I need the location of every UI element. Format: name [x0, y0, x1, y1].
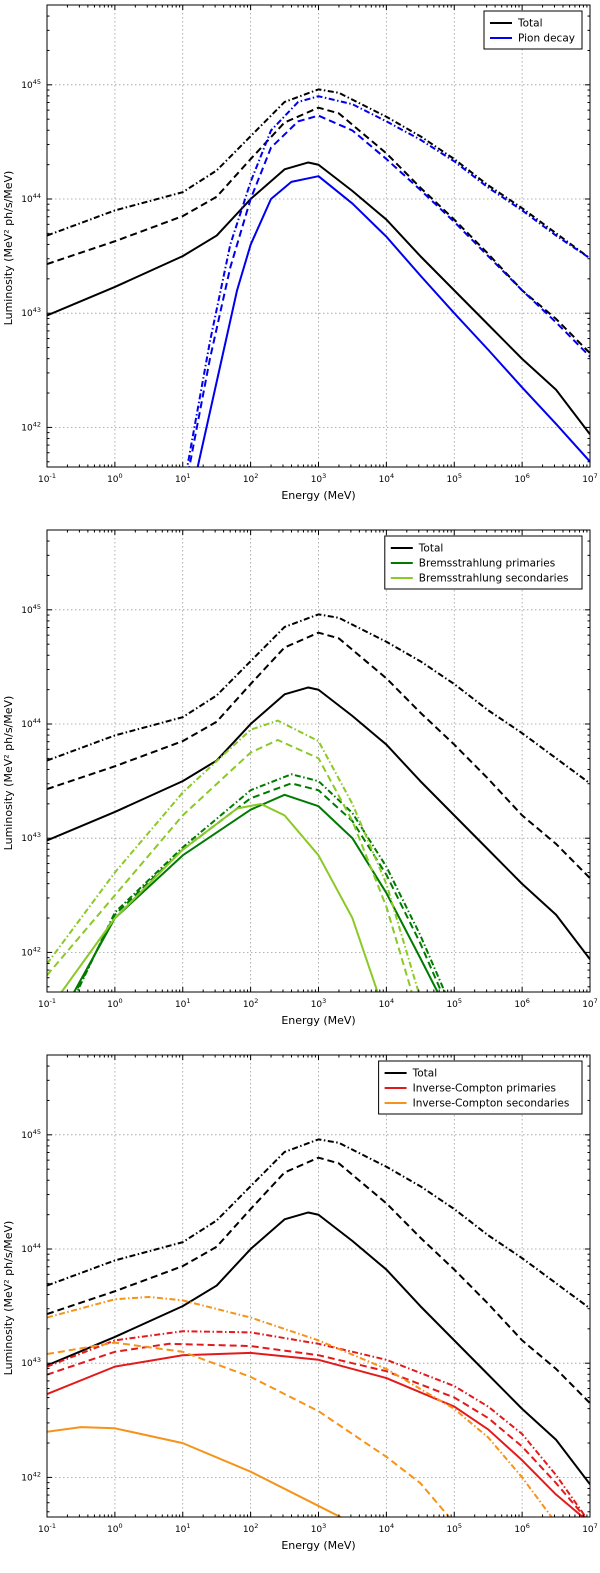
x-tick-label: 105	[446, 997, 462, 1010]
series-line: IC secondaries (dash-dot)	[47, 1295, 553, 1517]
x-tick-label: 106	[514, 997, 530, 1010]
y-tick-label: 1043	[21, 1356, 41, 1369]
series-line: Brems secondaries (dashed)	[47, 739, 413, 992]
y-axis-label: Luminosity (MeV² ph/s/MeV)	[2, 1221, 15, 1376]
y-tick-label: 1042	[21, 1470, 41, 1483]
series-line: Pion decay (dash-dot)	[186, 95, 590, 467]
legend-label: Total	[412, 1068, 438, 1080]
grid	[47, 5, 590, 467]
x-tick-label: 104	[379, 472, 395, 485]
y-tick-label: 1043	[21, 306, 41, 319]
y-axis-label: Luminosity (MeV² ph/s/MeV)	[2, 696, 15, 851]
y-axis-label: Luminosity (MeV² ph/s/MeV)	[2, 171, 15, 326]
series-line: Total (dashed)	[47, 1156, 590, 1404]
x-tick-label: 103	[311, 472, 327, 485]
series-line: Total (solid)	[47, 1211, 590, 1485]
legend-label: Bremsstrahlung primaries	[419, 558, 555, 570]
series-line: Pion decay (dashed)	[188, 114, 590, 467]
legend-box	[378, 1060, 583, 1115]
series-group: Total (solid)Total (dashed)Total (dash-d…	[47, 613, 590, 992]
x-axis-label: Energy (MeV)	[281, 1539, 355, 1552]
chart-inverse-compton: Total (solid)Total (dashed)Total (dash-d…	[2, 1054, 598, 1552]
y-tick-label: 1045	[21, 78, 41, 91]
chart-bremsstrahlung: Total (solid)Total (dashed)Total (dash-d…	[2, 529, 598, 1027]
legend: Total Inverse-Compton primaries Inverse-Co…	[378, 1060, 583, 1115]
x-tick-label: 100	[107, 1522, 123, 1535]
x-tick-label: 101	[175, 1522, 191, 1535]
series-line: IC primaries (dashed)	[47, 1342, 587, 1517]
x-tick-label: 10-1	[38, 997, 56, 1010]
x-tick-label: 102	[243, 1522, 259, 1535]
series-line: Total (dashed)	[47, 631, 590, 879]
legend-label: Inverse-Compton secondaries	[413, 1098, 570, 1110]
series-line: Total (solid)	[47, 686, 590, 960]
legend-label: Bremsstrahlung secondaries	[419, 573, 569, 585]
chart-pion-decay: Total (solid)Total (dashed)Total (dash-d…	[2, 4, 598, 502]
x-tick-label: 103	[311, 997, 327, 1010]
x-tick-label: 102	[243, 472, 259, 485]
series-line: Pion decay (solid)	[196, 175, 590, 467]
series-line: IC primaries (solid)	[47, 1351, 585, 1517]
series-line: Total (dash-dot)	[47, 613, 590, 785]
x-tick-label: 100	[107, 997, 123, 1010]
series-group: Total (solid)Total (dashed)Total (dash-d…	[47, 1138, 590, 1517]
x-tick-label: 10-1	[38, 1522, 56, 1535]
x-axis-label: Energy (MeV)	[281, 1014, 355, 1027]
series-line: Total (dash-dot)	[47, 88, 590, 260]
x-tick-label: 100	[107, 472, 123, 485]
series-line: IC secondaries (dashed)	[47, 1341, 451, 1517]
x-tick-label: 102	[243, 997, 259, 1010]
x-axis-label: Energy (MeV)	[281, 489, 355, 502]
x-tick-label: 106	[514, 1522, 530, 1535]
x-tick-label: 105	[446, 472, 462, 485]
x-tick-label: 101	[175, 997, 191, 1010]
legend: Total Bremsstrahlung primaries Bremsstrahl…	[384, 535, 583, 590]
legend-label: Inverse-Compton primaries	[413, 1083, 556, 1095]
series-line: Brems primaries (dash-dot)	[75, 773, 446, 992]
x-tick-label: 105	[446, 1522, 462, 1535]
y-tick-label: 1043	[21, 831, 41, 844]
y-tick-label: 1044	[21, 1242, 41, 1255]
y-tick-label: 1042	[21, 420, 41, 433]
grid	[47, 530, 590, 992]
y-tick-label: 1042	[21, 945, 41, 958]
series-line: IC secondaries (solid)	[47, 1426, 343, 1517]
legend-box	[384, 535, 583, 590]
y-tick-label: 1045	[21, 1128, 41, 1141]
x-tick-label: 10-1	[38, 472, 56, 485]
series-line: Total (dash-dot)	[47, 1138, 590, 1310]
series-line: IC primaries (dash-dot)	[47, 1330, 587, 1517]
x-tick-label: 104	[379, 1522, 395, 1535]
legend-label: Total	[418, 543, 444, 555]
series-line: Brems secondaries (dash-dot)	[47, 719, 420, 992]
x-tick-label: 104	[379, 997, 395, 1010]
y-tick-label: 1045	[21, 603, 41, 616]
y-tick-label: 1044	[21, 717, 41, 730]
x-tick-label: 107	[582, 472, 598, 485]
legend-box	[483, 10, 583, 50]
grid	[47, 1055, 590, 1517]
x-tick-label: 103	[311, 1522, 327, 1535]
series-group: Total (solid)Total (dashed)Total (dash-d…	[47, 88, 590, 467]
series-line: Total (dashed)	[47, 106, 590, 354]
x-tick-label: 101	[175, 472, 191, 485]
x-tick-label: 107	[582, 997, 598, 1010]
x-tick-label: 106	[514, 472, 530, 485]
legend-label: Total	[517, 18, 543, 30]
y-tick-label: 1044	[21, 192, 41, 205]
legend: Total Pion decay	[483, 10, 583, 50]
legend-label: Pion decay	[518, 33, 575, 45]
x-tick-label: 107	[582, 1522, 598, 1535]
series-line: Brems primaries (solid)	[72, 793, 439, 992]
series-line: Total (solid)	[47, 161, 590, 435]
series-line: Brems secondaries (solid)	[60, 802, 379, 992]
